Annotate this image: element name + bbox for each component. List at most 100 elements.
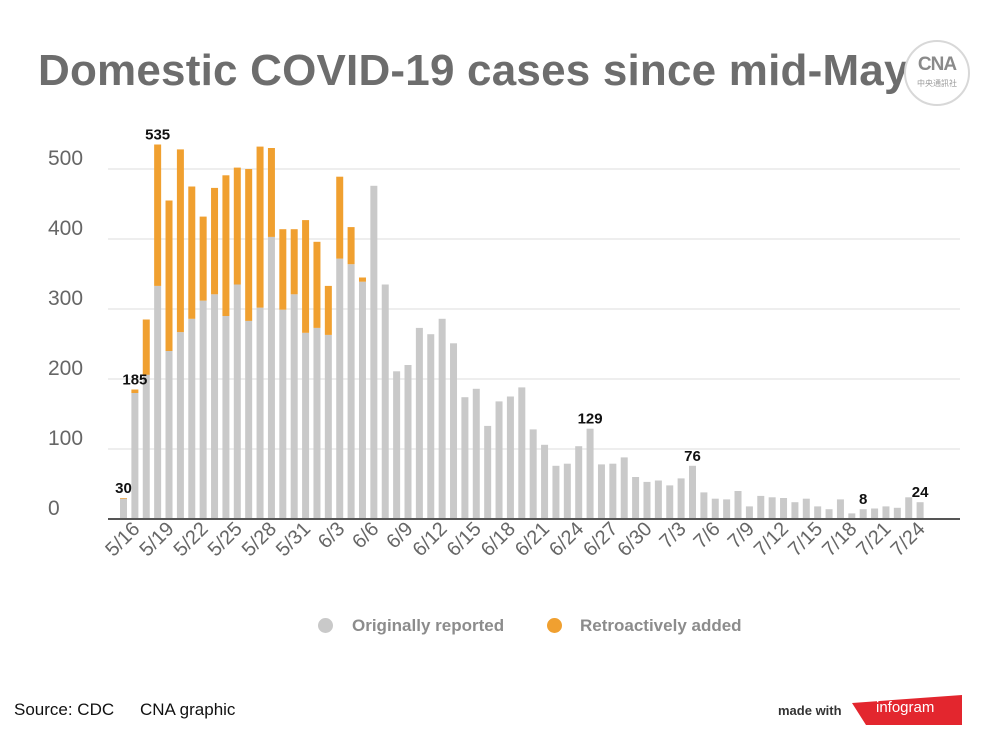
x-tick-label: 7/24: [887, 518, 930, 561]
bar-originally-reported: [415, 327, 423, 519]
bar-originally-reported: [222, 316, 230, 519]
bar-retroactively-added: [199, 216, 207, 301]
data-label: 76: [684, 448, 701, 465]
bar-originally-reported: [290, 294, 298, 519]
x-tick-label: 5/16: [101, 518, 144, 561]
bar-originally-reported: [120, 498, 127, 519]
bar-originally-reported: [836, 499, 844, 519]
bar-originally-reported: [745, 506, 753, 519]
bar-originally-reported: [484, 425, 492, 519]
data-labels: 30 185 535 129 76 8 24: [115, 127, 929, 509]
bar-originally-reported: [802, 498, 810, 519]
bar-originally-reported: [256, 307, 264, 519]
legend: Originally reported Retroactively added: [318, 612, 778, 642]
x-tick-label: 7/12: [750, 518, 793, 561]
bar-originally-reported: [563, 463, 571, 519]
bar-originally-reported: [165, 351, 173, 519]
credit-text: CNA graphic: [140, 700, 236, 719]
y-tick-label: 0: [48, 497, 60, 520]
bar-retroactively-added: [142, 319, 150, 375]
bar-originally-reported: [609, 463, 617, 519]
bar-originally-reported: [666, 485, 674, 519]
bar-originally-reported: [427, 334, 435, 519]
data-label: 535: [145, 127, 170, 144]
bar-originally-reported: [154, 285, 162, 519]
infogram-logo-text[interactable]: infogram: [876, 699, 935, 716]
bar-originally-reported: [393, 371, 401, 519]
bar-originally-reported: [495, 401, 503, 519]
bar-originally-reported: [381, 284, 389, 519]
bar-originally-reported: [768, 497, 776, 519]
bar-originally-reported: [882, 506, 890, 519]
bar-originally-reported: [597, 464, 605, 519]
bar-retroactively-added: [131, 389, 139, 393]
bar-retroactively-added: [120, 498, 127, 499]
bar-originally-reported: [757, 495, 765, 519]
bar-originally-reported: [791, 502, 799, 519]
bar-originally-reported: [302, 332, 310, 519]
bar-originally-reported: [279, 309, 287, 519]
data-label: 129: [578, 411, 603, 428]
bar-originally-reported: [461, 397, 469, 519]
y-tick-label: 400: [48, 217, 83, 240]
bar-originally-reported: [575, 446, 583, 519]
bar-originally-reported: [825, 509, 833, 519]
bar-retroactively-added: [176, 149, 184, 333]
bar-retroactively-added: [222, 175, 230, 316]
bar-originally-reported: [142, 374, 150, 519]
bar-originally-reported: [131, 393, 139, 519]
bar-originally-reported: [871, 508, 879, 519]
bar-chart: 0 100 200 300 400 500 5/165/195/225/255/285/3…: [48, 127, 960, 561]
bar-retroactively-added: [324, 285, 332, 335]
y-tick-label: 200: [48, 357, 83, 380]
bar-retroactively-added: [347, 227, 355, 265]
bar-originally-reported: [176, 332, 184, 519]
x-tick-label: 5/28: [238, 518, 281, 561]
infogram-badge[interactable]: [852, 695, 962, 725]
bar-originally-reported: [233, 284, 241, 519]
bar-originally-reported: [700, 492, 708, 519]
bar-originally-reported: [916, 502, 924, 519]
bar-originally-reported: [358, 281, 366, 519]
bar-retroactively-added: [233, 167, 241, 285]
y-tick-label: 100: [48, 427, 83, 450]
bar-originally-reported: [370, 185, 378, 520]
bar-retroactively-added: [313, 241, 321, 328]
bar-originally-reported: [780, 498, 788, 519]
legend-label-retroactively-added: Retroactively added: [580, 616, 742, 635]
x-tick-label: 6/3: [314, 518, 349, 553]
logo-text: CNA: [917, 54, 957, 75]
bar-originally-reported: [336, 258, 344, 519]
data-label: 8: [859, 491, 867, 508]
bar-originally-reported: [552, 465, 560, 519]
x-tick-label: 6/18: [477, 518, 520, 561]
x-tick-label: 6/21: [511, 518, 554, 561]
bar-originally-reported: [814, 506, 822, 519]
bar-originally-reported: [324, 334, 332, 519]
bar-originally-reported: [620, 457, 628, 519]
bar-originally-reported: [689, 465, 696, 519]
bar-originally-reported: [654, 480, 662, 519]
y-tick-label: 300: [48, 287, 83, 310]
x-tick-label: 6/12: [409, 518, 452, 561]
legend-dot-originally-reported: [318, 618, 333, 633]
data-label: 24: [912, 484, 929, 501]
bar-originally-reported: [711, 498, 719, 519]
bar-retroactively-added: [154, 144, 162, 286]
x-tick-label: 5/19: [135, 518, 178, 561]
legend-dot-retroactively-added: [547, 618, 562, 633]
source-text: Source: CDC: [14, 700, 115, 719]
x-tick-label: 5/25: [204, 518, 247, 561]
bar-retroactively-added: [188, 186, 196, 319]
bar-originally-reported: [643, 481, 651, 519]
bar-originally-reported: [518, 387, 526, 519]
bar-retroactively-added: [290, 229, 298, 295]
bar-originally-reported: [529, 429, 537, 519]
x-tick-label: 5/31: [272, 518, 315, 561]
bar-originally-reported: [188, 318, 196, 519]
y-tick-label: 500: [48, 147, 83, 170]
bar-originally-reported: [199, 300, 207, 519]
bar-originally-reported: [472, 388, 480, 519]
x-axis-ticks: 5/165/195/225/255/285/316/36/66/96/126/1…: [101, 518, 929, 561]
bar-originally-reported: [506, 396, 514, 519]
